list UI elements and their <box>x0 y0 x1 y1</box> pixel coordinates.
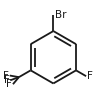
Text: F: F <box>87 71 93 81</box>
Text: F: F <box>4 75 10 85</box>
Text: F: F <box>3 71 9 81</box>
Text: F: F <box>6 79 12 89</box>
Text: Br: Br <box>55 10 66 20</box>
